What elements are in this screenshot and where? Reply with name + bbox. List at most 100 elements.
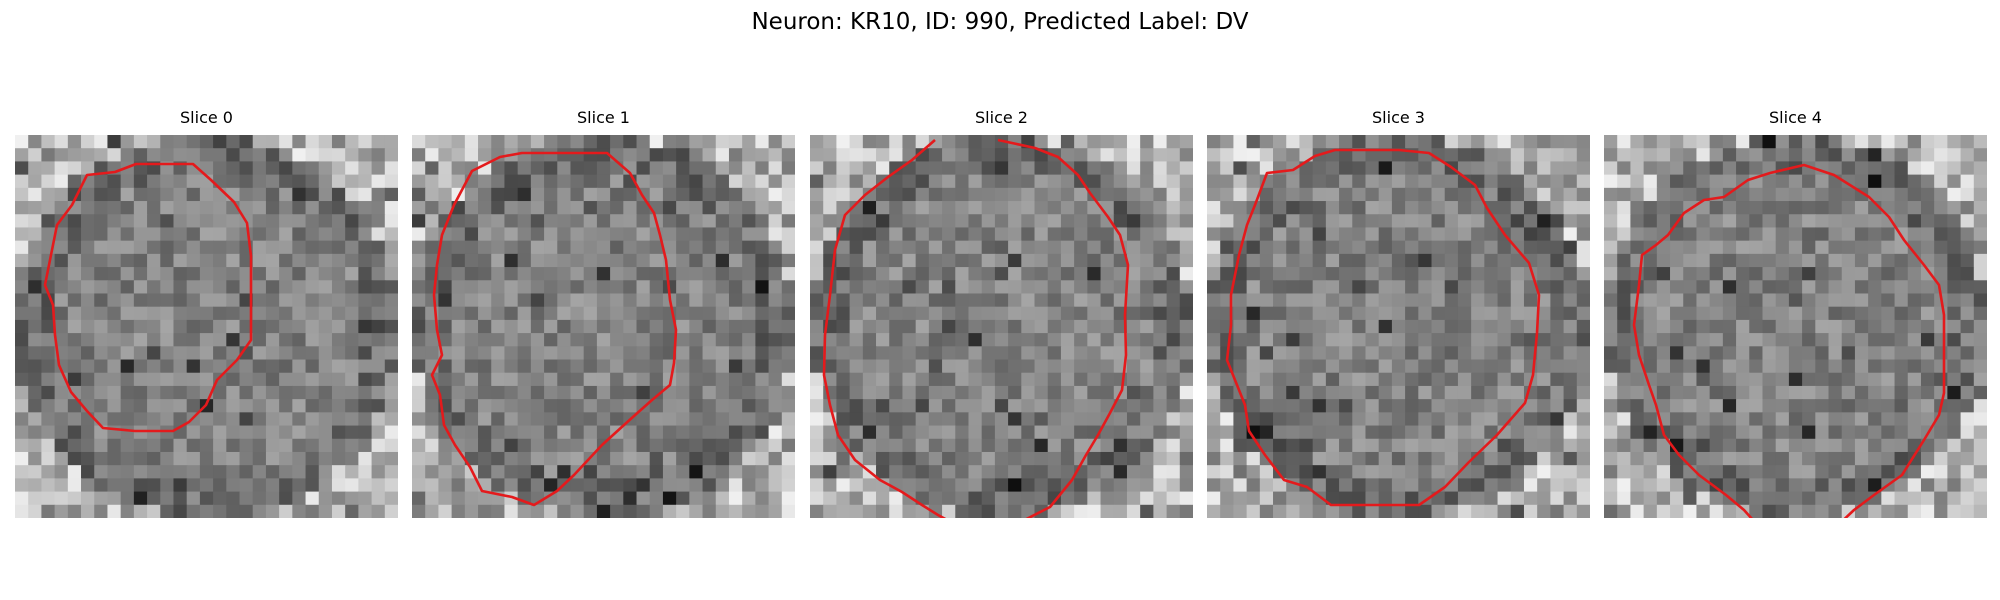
pixel — [955, 293, 970, 308]
pixel — [331, 491, 346, 506]
pixel — [928, 174, 943, 189]
pixel — [1060, 293, 1075, 308]
pixel — [1352, 174, 1367, 189]
pixel — [1113, 372, 1128, 387]
pixel — [889, 465, 904, 479]
pixel — [902, 399, 917, 413]
pixel — [1576, 478, 1590, 493]
pixel — [438, 438, 453, 453]
pixel — [544, 201, 558, 215]
pixel — [305, 478, 320, 493]
pixel — [371, 267, 386, 281]
pixel — [530, 478, 545, 493]
pixel — [1604, 253, 1618, 268]
pixel — [810, 399, 824, 413]
pixel — [955, 412, 970, 427]
pixel — [15, 293, 29, 308]
pixel — [1775, 504, 1790, 518]
pixel — [252, 201, 267, 215]
pixel — [1788, 293, 1803, 308]
pixel — [1828, 372, 1843, 387]
pixel — [836, 240, 851, 255]
pixel — [1418, 359, 1433, 374]
pixel — [358, 161, 373, 176]
pixel — [530, 372, 545, 387]
pixel — [610, 240, 624, 255]
pixel — [331, 346, 346, 361]
pixel — [478, 267, 492, 281]
pixel — [279, 293, 293, 308]
pixel — [1273, 385, 1287, 400]
pixel — [968, 240, 983, 255]
pixel — [981, 135, 996, 149]
pixel — [849, 306, 864, 321]
pixel — [41, 438, 56, 453]
pixel — [478, 201, 492, 215]
pixel — [1907, 174, 1922, 189]
pixel — [1246, 227, 1261, 242]
pixel — [928, 240, 943, 255]
pixel — [1008, 161, 1022, 176]
pixel — [504, 385, 519, 400]
pixel — [1220, 385, 1235, 400]
pixel — [1497, 333, 1512, 347]
pixel — [1233, 425, 1248, 440]
pixel — [464, 227, 479, 242]
pixel — [676, 227, 690, 242]
pixel — [412, 385, 426, 400]
pixel — [1325, 451, 1340, 466]
pixel — [1881, 359, 1896, 374]
pixel — [1920, 465, 1935, 479]
pixel — [81, 319, 95, 334]
pixel — [1630, 465, 1645, 479]
pixel — [1868, 359, 1882, 374]
pixel — [742, 201, 756, 215]
pixel — [742, 359, 756, 374]
pixel — [1325, 491, 1340, 506]
pixel — [1604, 319, 1618, 334]
pixel — [862, 161, 877, 176]
pixel — [742, 372, 756, 387]
pixel — [120, 214, 135, 229]
pixel — [1418, 333, 1433, 347]
pixel — [81, 412, 95, 427]
pixel — [412, 465, 426, 479]
pixel — [1736, 293, 1750, 308]
slice-title: Slice 1 — [577, 108, 630, 127]
pixel — [1405, 425, 1419, 440]
pixel — [28, 491, 43, 506]
pixel — [265, 385, 280, 400]
pixel — [1604, 214, 1618, 229]
pixel — [1894, 280, 1909, 295]
pixel — [94, 293, 109, 308]
pixel — [1854, 412, 1869, 427]
pixel — [94, 372, 109, 387]
pixel — [1762, 267, 1777, 281]
pixel — [1352, 372, 1367, 387]
pixel — [1550, 425, 1565, 440]
pixel — [649, 174, 664, 189]
pixel — [1563, 306, 1578, 321]
pixel — [1497, 280, 1512, 295]
pixel — [1431, 201, 1446, 215]
pixel — [1960, 346, 1975, 361]
pixel — [1339, 201, 1353, 215]
pixel — [412, 253, 426, 268]
pixel — [862, 359, 877, 374]
pixel — [1947, 491, 1962, 506]
pixel — [1352, 187, 1367, 202]
pixel-grid — [1604, 135, 1987, 518]
pixel — [331, 399, 346, 413]
pixel — [1643, 478, 1658, 493]
pixel — [1179, 438, 1193, 453]
pixel — [504, 227, 519, 242]
pixel — [1074, 412, 1088, 427]
pixel — [1617, 385, 1632, 400]
pixel — [173, 280, 188, 295]
pixel — [1656, 491, 1671, 506]
pixel — [305, 451, 320, 466]
pixel — [1670, 148, 1684, 163]
pixel — [1273, 491, 1287, 506]
pixel — [570, 240, 585, 255]
pixel — [1312, 504, 1327, 518]
